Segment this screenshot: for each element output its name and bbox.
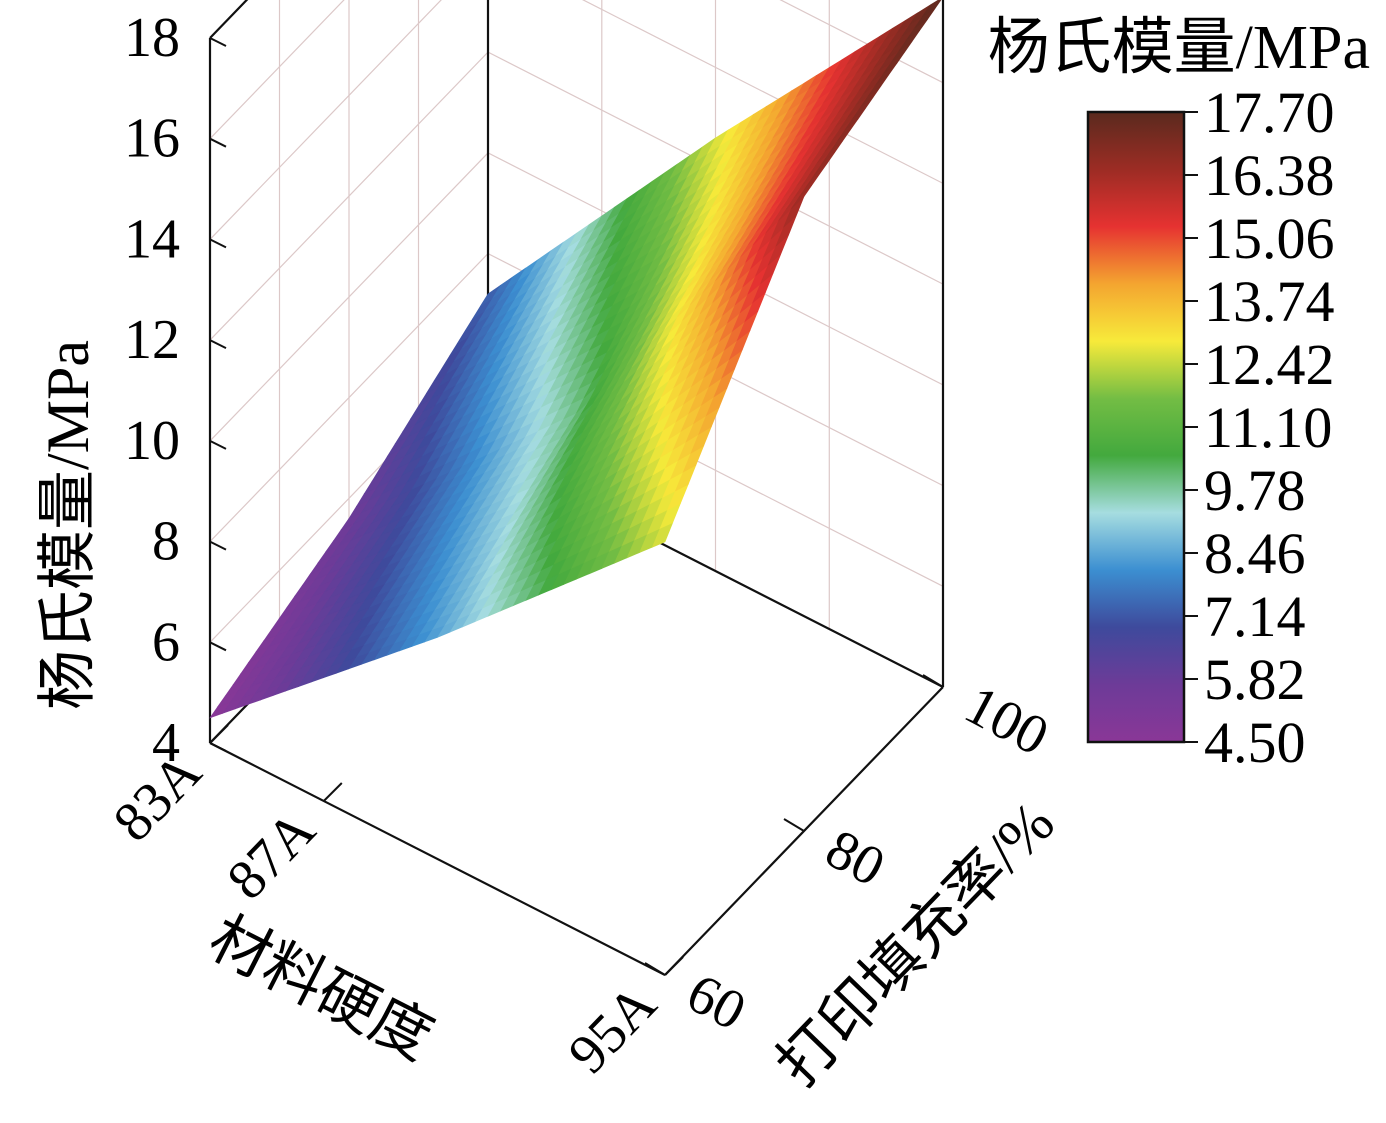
- y-axis-label: 打印填充率/%: [765, 789, 1067, 1099]
- z-tick-label: 4: [152, 712, 180, 774]
- colorbar-bar: [1086, 110, 1186, 744]
- y-tick: [922, 674, 944, 688]
- colorbar-tick-label: 4.50: [1204, 710, 1306, 775]
- box-edge: [209, 742, 666, 976]
- colorbar-title: 杨氏模量/MPa: [988, 14, 1370, 82]
- z-tick: [209, 440, 227, 450]
- z-tick: [209, 37, 227, 47]
- surface-patch: [922, 0, 942, 17]
- y-tick: [783, 818, 805, 832]
- y-tick-label: 60: [677, 962, 756, 1043]
- z-tick-label: 6: [152, 611, 180, 673]
- surface-plot: [209, 0, 942, 719]
- colorbar: 17.7016.3815.0613.7412.4211.109.788.467.…: [988, 14, 1370, 775]
- x-tick-label: 95A: [557, 973, 669, 1086]
- z-tick: [209, 339, 227, 349]
- y-tick-label: 80: [816, 818, 895, 899]
- x-axis-label: 材料硬度: [199, 904, 443, 1072]
- x-tick: [209, 724, 229, 744]
- z-tick: [209, 742, 227, 752]
- x-tick-label: 87A: [216, 799, 328, 912]
- x-tick: [323, 782, 343, 802]
- z-axis-label: 杨氏模量/MPa: [35, 340, 101, 710]
- colorbar-tick-label: 17.70: [1204, 80, 1335, 145]
- z-tick-label: 10: [124, 410, 180, 472]
- y-tick-label: 100: [955, 674, 1058, 768]
- colorbar-tick-label: 12.42: [1204, 332, 1335, 397]
- gridline: [209, 0, 944, 140]
- colorbar-tick-label: 15.06: [1204, 206, 1335, 271]
- z-tick-label: 16: [124, 108, 180, 170]
- z-tick: [209, 641, 227, 652]
- colorbar-tick-label: 8.46: [1204, 521, 1306, 586]
- colorbar-tick-label: 16.38: [1204, 143, 1335, 208]
- z-tick-label: 14: [124, 208, 180, 270]
- z-tick: [209, 137, 227, 148]
- z-tick-label: 18: [124, 7, 180, 69]
- z-tick-label: 8: [152, 511, 180, 573]
- z-tick-label: 12: [124, 309, 180, 371]
- x-tick: [664, 956, 684, 976]
- colorbar-tick-label: 7.14: [1204, 584, 1306, 649]
- z-tick: [209, 540, 227, 551]
- colorbar-tick-label: 5.82: [1204, 647, 1306, 712]
- gridline: [209, 0, 248, 39]
- colorbar-tick-label: 13.74: [1204, 269, 1335, 334]
- x-tick-label: 83A: [102, 741, 214, 854]
- y-tick: [644, 962, 666, 976]
- colorbar-tick-label: 11.10: [1204, 395, 1332, 460]
- colorbar-tick-label: 9.78: [1204, 458, 1306, 523]
- z-tick: [209, 238, 227, 249]
